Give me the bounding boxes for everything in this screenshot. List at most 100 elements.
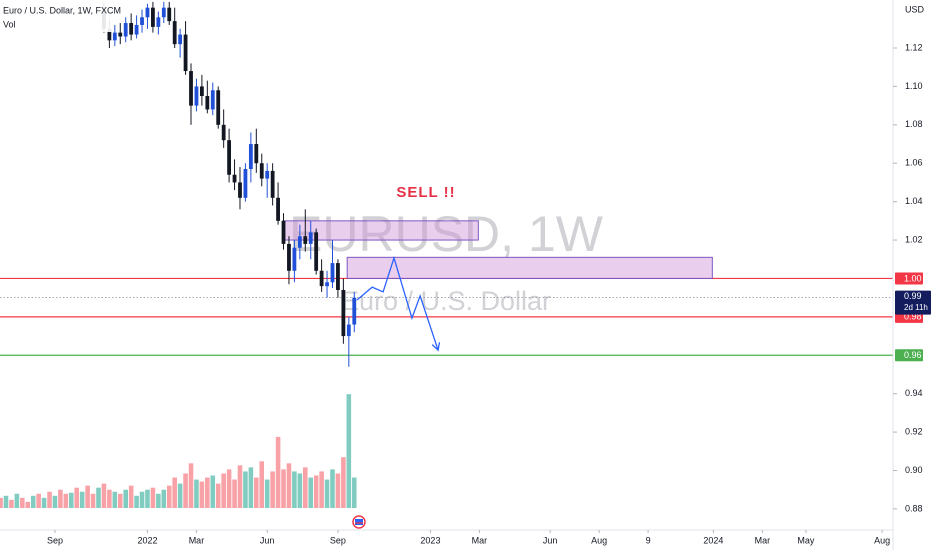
volume-bar: [292, 471, 297, 508]
volume-bar: [14, 493, 20, 508]
volume-bar: [341, 457, 346, 508]
y-tick-label: 1.06: [905, 158, 923, 168]
volume-bar: [20, 497, 25, 508]
candle-body: [292, 247, 297, 271]
volume-bar: [123, 489, 128, 508]
level-label: 0.98: [904, 312, 922, 322]
candle-body: [319, 270, 324, 287]
candle-body: [265, 170, 270, 179]
volume-bar: [210, 475, 216, 508]
candle-body: [303, 236, 308, 244]
candle-body: [151, 7, 155, 27]
y-tick-label: 1.04: [905, 196, 923, 206]
y-tick-label: 1.12: [905, 42, 923, 52]
candle-body: [352, 297, 357, 325]
candle-body: [167, 7, 172, 22]
volume-bar: [194, 479, 199, 508]
candle-body: [308, 232, 313, 244]
volume-bar: [346, 394, 352, 508]
volume-bar: [74, 487, 80, 508]
x-tick-label: Aug: [591, 535, 607, 545]
volume-bar: [302, 467, 308, 508]
volume-bar: [96, 487, 101, 508]
candle-body: [259, 163, 264, 179]
currency: USD: [905, 4, 925, 14]
annotation: SELL !!: [396, 184, 455, 201]
x-tick-label: Mar: [189, 535, 205, 545]
candle-body: [140, 17, 144, 25]
volume-bar: [275, 436, 281, 508]
volume-bar: [324, 479, 330, 508]
x-tick-label: Sep: [47, 535, 63, 545]
level-label: 1.00: [904, 273, 922, 283]
level-label: 0.96: [904, 350, 922, 360]
volume-bar: [161, 489, 167, 508]
candle-body: [238, 182, 242, 198]
volume-bar: [58, 489, 63, 508]
candle-body: [248, 144, 253, 169]
volume-bar: [243, 471, 248, 508]
header: Euro / U.S. Dollar, 1W, FXCM: [3, 5, 121, 15]
x-tick-label: Sep: [330, 535, 346, 545]
flag-icon: [352, 515, 366, 529]
volume-bar: [281, 469, 286, 508]
volume-bar: [3, 495, 9, 508]
volume-bar: [199, 481, 205, 508]
volume-bar: [172, 477, 177, 508]
axis-group: 0.88 0.90 0.92 0.94 1.02 1.04 1.06 1.08 1.10 1.12…: [47, 42, 931, 545]
candle-body: [336, 263, 340, 290]
x-tick-label: Aug: [874, 535, 890, 545]
candle-body: [341, 289, 346, 337]
candle-body: [270, 170, 275, 198]
volume-bar: [270, 471, 275, 508]
y-tick-label: 0.88: [905, 503, 923, 513]
candle-body: [287, 243, 291, 271]
candle-body: [254, 144, 259, 164]
volume-bar: [41, 497, 47, 508]
candle-body: [205, 96, 210, 110]
volume-bar: [215, 483, 221, 508]
x-tick-label: 2023: [420, 535, 440, 545]
last-price-label: 0.99: [904, 291, 922, 301]
level-tag: [895, 272, 923, 285]
y-tick-label: 1.08: [905, 119, 923, 129]
volume-bar: [90, 493, 96, 508]
candles-group: [102, 1, 357, 367]
volume-bar: [101, 483, 107, 508]
volume-bar: [9, 499, 14, 508]
candle-body: [161, 7, 166, 18]
candle-body: [156, 17, 161, 27]
candle-body: [112, 32, 117, 41]
candle-body: [243, 168, 248, 198]
candle-body: [129, 23, 134, 35]
level-tag: [895, 349, 923, 362]
projection-arrowhead: [431, 342, 441, 352]
watermark-group: EURUSD, 1W Euro / U.S. Dollar: [289, 206, 604, 316]
candle-body: [134, 24, 139, 35]
volume-bar: [183, 473, 188, 508]
volume-bar: [69, 492, 74, 508]
y-tick-label: 0.92: [905, 426, 923, 436]
y-tick-label: 0.94: [905, 388, 923, 398]
candle-body: [189, 71, 193, 106]
volume-bar: [205, 477, 210, 508]
x-tick-label: 9: [646, 535, 651, 545]
y-tick-label: 1.10: [905, 81, 923, 91]
candle-body: [199, 86, 204, 97]
volume-bar: [63, 493, 69, 508]
projection-path: [356, 255, 439, 351]
candle-body: [346, 324, 351, 337]
x-tick-label: 2022: [137, 535, 157, 545]
volume-bar: [177, 483, 183, 508]
candle-body: [145, 7, 150, 18]
last-price-tag: [895, 290, 931, 315]
volume-label: Vol: [3, 19, 16, 29]
volume-bar: [286, 463, 292, 508]
volume-bar: [85, 485, 90, 508]
volume-bar: [145, 489, 150, 508]
volume-bar: [259, 461, 265, 508]
volume-bar: [351, 477, 357, 508]
candle-body: [221, 124, 226, 141]
